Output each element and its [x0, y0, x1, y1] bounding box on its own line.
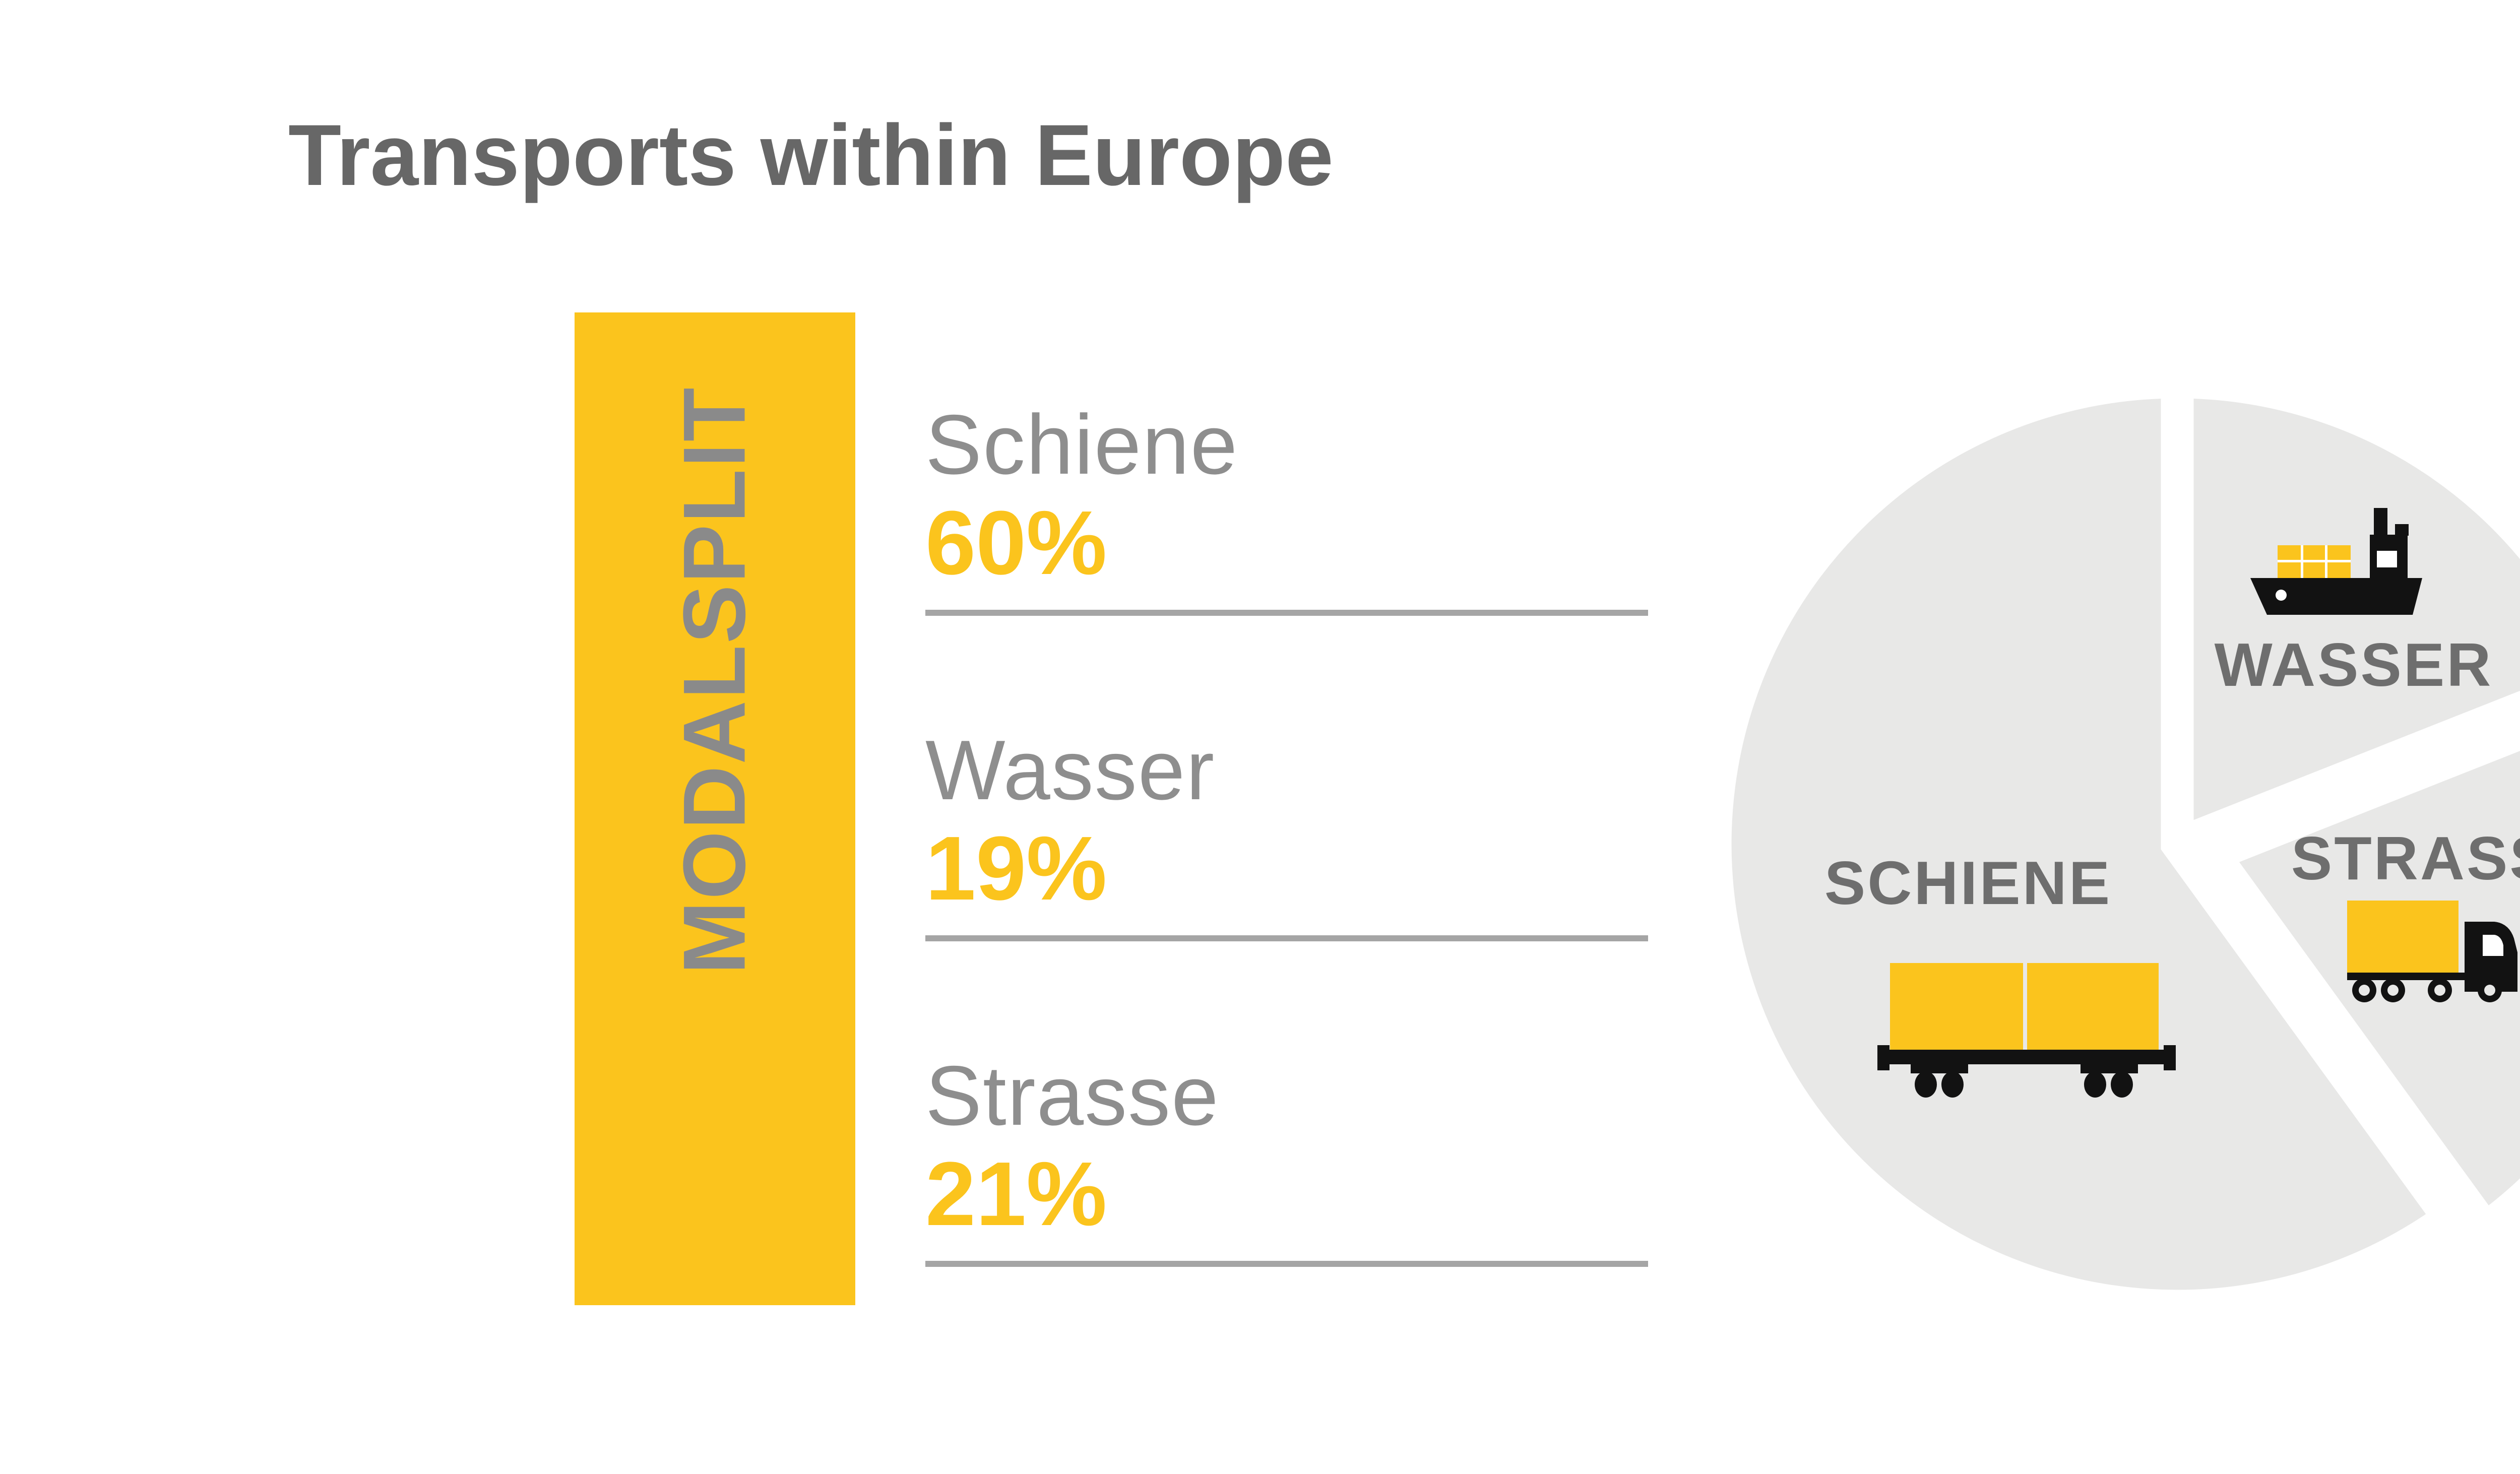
- modalsplit-bar: MODALSPLIT: [575, 312, 855, 1305]
- list-item-label: Schiene: [925, 397, 1239, 492]
- cargo-ship-icon: [2250, 508, 2422, 615]
- list-item-strasse: Strasse 21%: [925, 1053, 1651, 1285]
- pie-slice-label-strasse: STRASSE: [2291, 824, 2520, 892]
- pie-slice-label-wasser: WASSER: [2214, 630, 2493, 699]
- list-item-wasser: Wasser 19%: [925, 728, 1651, 959]
- pie-slice-schiene: [1698, 365, 2472, 1323]
- list-item-label: Strasse: [925, 1048, 1220, 1143]
- divider-line: [925, 935, 1648, 941]
- list-item-value: 60%: [925, 492, 1107, 594]
- list-item-label: Wasser: [925, 723, 1216, 817]
- list-item-value: 19%: [925, 818, 1107, 919]
- page-title: Transports within Europe: [288, 107, 1334, 204]
- list-item-schiene: Schiene 60%: [925, 402, 1651, 634]
- rail-wagon-icon: [1877, 963, 2176, 1098]
- pie-slice-label-schiene: SCHIENE: [1824, 849, 2112, 917]
- divider-line: [925, 1261, 1648, 1267]
- divider-line: [925, 610, 1648, 616]
- truck-icon: [2347, 901, 2517, 1002]
- pie-slices: [1698, 365, 2520, 1323]
- list-item-value: 21%: [925, 1143, 1107, 1245]
